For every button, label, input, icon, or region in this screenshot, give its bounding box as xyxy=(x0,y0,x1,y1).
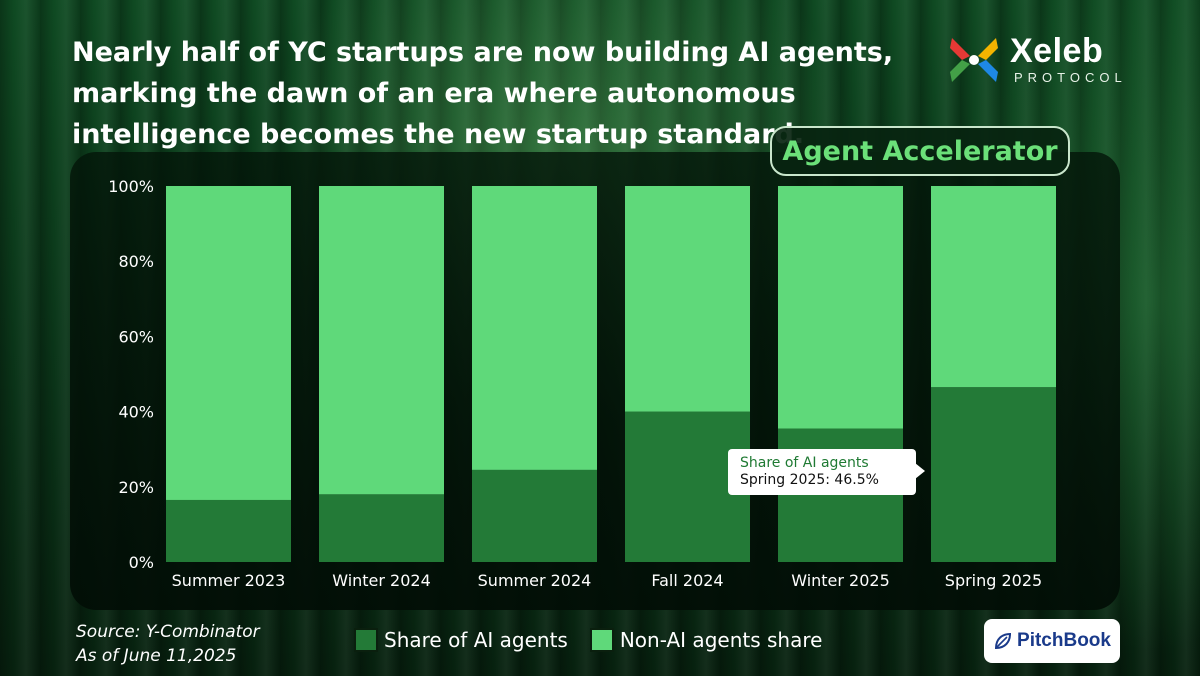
tooltip-series: Share of AI agents xyxy=(740,455,869,471)
legend-item-non-ai: Non-AI agents share xyxy=(589,628,823,652)
x-tick-label: Summer 2024 xyxy=(478,571,592,590)
xeleb-x-icon xyxy=(950,38,998,82)
x-tick-label: Spring 2025 xyxy=(945,571,1042,590)
bar-non-ai-0 xyxy=(166,186,291,500)
source-line: Source: Y-Combinator xyxy=(76,622,260,642)
legend-swatch-ai xyxy=(354,628,378,652)
x-tick-label: Winter 2024 xyxy=(332,571,431,590)
chart-legend: Share of AI agents Non-AI agents share xyxy=(354,628,844,652)
y-tick-label: 80% xyxy=(118,252,154,271)
legend-swatch-non-ai xyxy=(589,628,614,652)
bar-non-ai-4 xyxy=(778,186,903,429)
brand-name: Xeleb xyxy=(1010,32,1104,70)
pitchbook-leaf-icon xyxy=(995,632,1012,650)
date-line: As of June 11,2025 xyxy=(76,646,237,666)
bar-ai-0 xyxy=(166,499,291,562)
legend-item-ai: Share of AI agents xyxy=(354,628,568,652)
agent-accelerator-badge: Agent Accelerator xyxy=(770,126,1070,176)
y-tick-label: 100% xyxy=(108,177,154,196)
brand-subtitle: PROTOCOL xyxy=(1014,70,1127,85)
x-tick-label: Fall 2024 xyxy=(651,571,723,590)
bar-non-ai-5 xyxy=(931,186,1056,388)
bar-ai-2 xyxy=(472,469,597,562)
bar-non-ai-2 xyxy=(472,186,597,470)
y-tick-label: 60% xyxy=(118,327,154,346)
pitchbook-label: PitchBook xyxy=(1017,630,1111,651)
pitchbook-logo: PitchBook xyxy=(984,619,1120,663)
y-tick-label: 20% xyxy=(118,478,154,497)
tooltip-value: Spring 2025: 46.5% xyxy=(740,472,879,488)
x-tick-label: Winter 2025 xyxy=(791,571,890,590)
legend-label-non-ai: Non-AI agents share xyxy=(619,628,823,652)
legend-label-ai: Share of AI agents xyxy=(384,628,568,652)
bar-non-ai-1 xyxy=(319,186,444,495)
bar-ai-1 xyxy=(319,494,444,562)
x-tick-label: Summer 2023 xyxy=(172,571,286,590)
bar-ai-5 xyxy=(931,387,1056,562)
chart-tooltip: Share of AI agents Spring 2025: 46.5% xyxy=(728,449,925,495)
source-note: Source: Y-Combinator As of June 11,2025 xyxy=(76,620,260,668)
xeleb-logo: Xeleb PROTOCOL xyxy=(946,30,1136,90)
bar-non-ai-3 xyxy=(625,186,750,412)
y-tick-label: 0% xyxy=(129,553,154,572)
headline: Nearly half of YC startups are now build… xyxy=(72,37,894,150)
y-tick-label: 40% xyxy=(118,403,154,422)
